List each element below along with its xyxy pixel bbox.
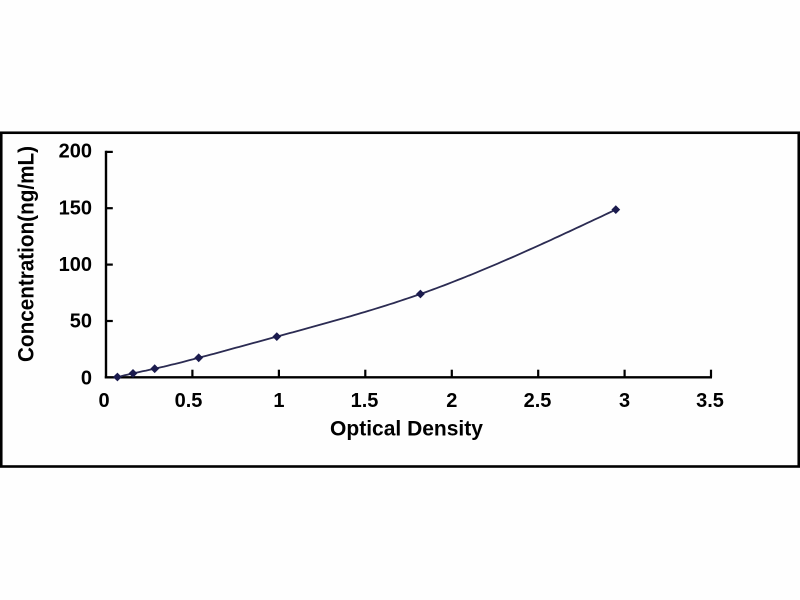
svg-text:0: 0 [98,390,109,412]
svg-text:Optical Density: Optical Density [330,418,483,441]
svg-text:3.5: 3.5 [696,390,724,412]
svg-text:3: 3 [619,390,630,412]
svg-text:100: 100 [59,254,92,276]
svg-text:0.5: 0.5 [175,390,203,412]
svg-text:2: 2 [446,390,457,412]
svg-text:1: 1 [273,390,284,412]
svg-text:2.5: 2.5 [524,390,552,412]
svg-text:50: 50 [70,311,92,333]
svg-text:200: 200 [59,141,92,163]
svg-text:0: 0 [81,367,92,389]
svg-text:1.5: 1.5 [351,390,379,412]
svg-text:150: 150 [59,197,92,219]
svg-text:Concentration(ng/mL): Concentration(ng/mL) [14,146,39,362]
